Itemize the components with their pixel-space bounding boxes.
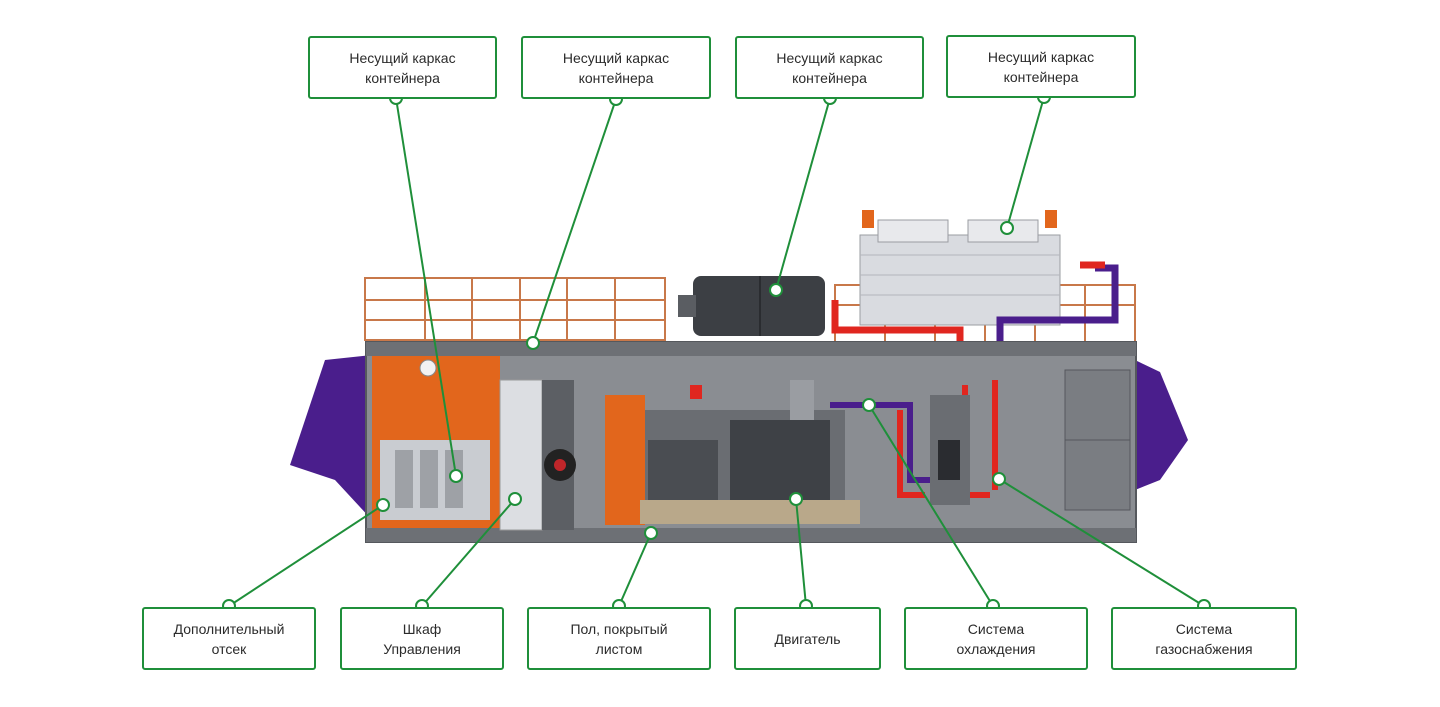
dot-control-cabinet-target [508, 492, 522, 506]
callout-cooling-system[interactable]: Система охлаждения [904, 607, 1088, 670]
callout-frame-4[interactable]: Несущий каркас контейнера [946, 35, 1136, 98]
dot-engine-target [789, 492, 803, 506]
dot-frame-1-target [449, 469, 463, 483]
callout-frame-2[interactable]: Несущий каркас контейнера [521, 36, 711, 99]
dot-gas-target [992, 472, 1006, 486]
callout-gas-supply[interactable]: Система газоснабжения [1111, 607, 1297, 670]
callout-sheet-floor[interactable]: Пол, покрытый листом [527, 607, 711, 670]
callout-sheet-floor-text: Пол, покрытый листом [570, 620, 668, 657]
callout-frame-4-text: Несущий каркас контейнера [987, 48, 1095, 85]
left-intake-hood [290, 355, 372, 520]
callout-extra-compartment[interactable]: Дополнительный отсек [142, 607, 316, 670]
control-cabinet-area [499, 379, 543, 531]
callout-extra-compartment-text: Дополнительный отсек [173, 620, 285, 657]
dot-frame-4-target [1000, 221, 1014, 235]
callout-control-cabinet-text: Шкаф Управления [383, 620, 461, 657]
callout-control-cabinet[interactable]: Шкаф Управления [340, 607, 504, 670]
dot-sheet-floor-target [644, 526, 658, 540]
callout-frame-1-text: Несущий каркас контейнера [349, 49, 456, 86]
callout-engine-text: Двигатель [774, 630, 841, 647]
radiator-unit [859, 210, 1061, 326]
callout-gas-supply-text: Система газоснабжения [1155, 620, 1253, 657]
callout-cooling-system-text: Система охлаждения [956, 620, 1036, 657]
dot-cooling-target [862, 398, 876, 412]
callout-frame-1[interactable]: Несущий каркас контейнера [308, 36, 497, 99]
dot-frame-2-target [526, 336, 540, 350]
leader-lines [228, 96, 1205, 607]
callout-frame-3-text: Несущий каркас контейнера [776, 49, 883, 86]
right-exhaust-hood [1135, 360, 1188, 490]
callout-frame-3[interactable]: Несущий каркас контейнера [735, 36, 924, 99]
dot-frame-3-target [769, 283, 783, 297]
dot-extra-compartment-target [376, 498, 390, 512]
callout-frame-2-text: Несущий каркас контейнера [562, 49, 670, 86]
callout-engine[interactable]: Двигатель [734, 607, 881, 670]
